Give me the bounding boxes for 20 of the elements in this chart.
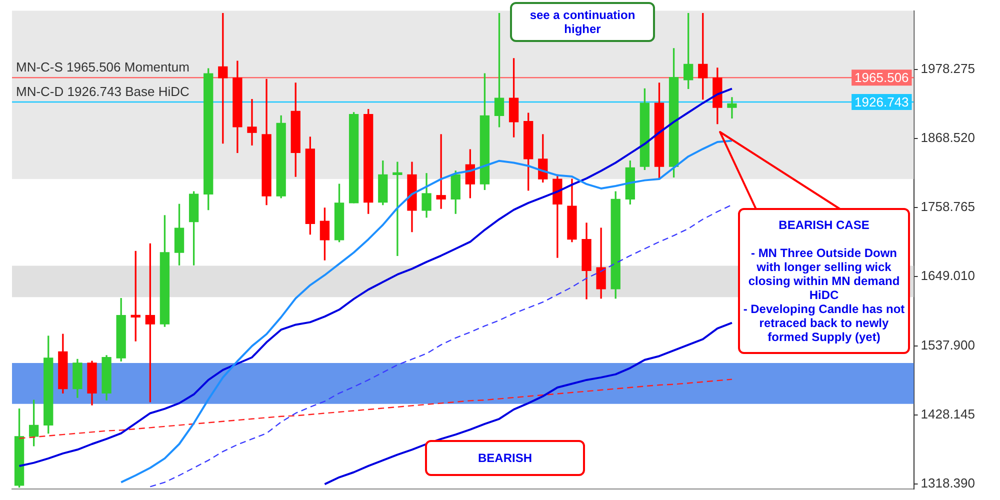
y-tick-label: 1758.765	[920, 199, 976, 214]
candlestick	[727, 97, 737, 118]
callout-box: see a continuation higher	[510, 2, 655, 42]
callout-box: BEARISH	[425, 440, 585, 476]
candlestick	[392, 162, 402, 256]
y-tick-label: 1428.145	[920, 406, 976, 422]
annotation: 1965.506	[854, 70, 909, 86]
callout-box: BEARISH CASE - MN Three Outside Down with longer selling wick closing within MN demand HiDC - Developing Candle has not retraced back to newly formed Supply (yet)	[738, 208, 910, 354]
y-tick-label: 1318.390	[920, 476, 976, 491]
y-tick-label: 1868.520	[920, 130, 976, 146]
ref-line-label: MN-C-D 1926.743 Base HiDC	[16, 84, 190, 100]
line-series	[150, 204, 733, 488]
line-series	[18, 378, 733, 439]
y-tick-label: 1649.010	[920, 268, 976, 283]
y-tick-label: 1537.900	[920, 338, 976, 353]
ref-line-label: MN-C-S 1965.506 Momentum	[16, 60, 190, 75]
candlestick	[436, 134, 446, 209]
y-tick-label: 1978.275	[920, 61, 976, 76]
candlestick	[247, 98, 257, 146]
annotation: 1926.743	[854, 94, 909, 110]
